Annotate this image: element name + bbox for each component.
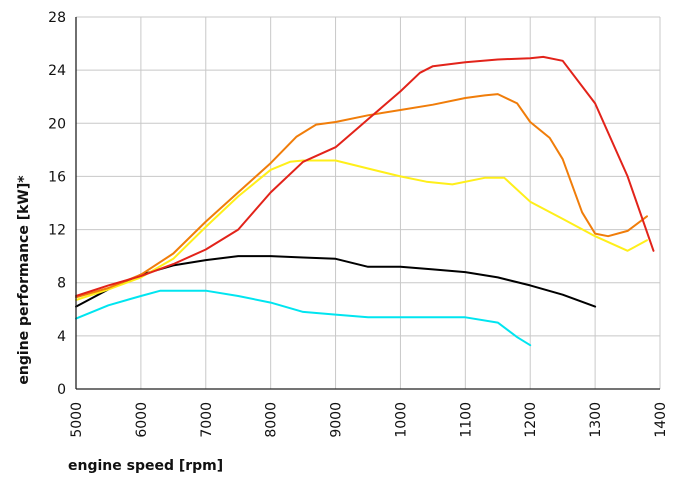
y-tick-label: 12 (48, 223, 66, 239)
y-tick-label: 8 (57, 276, 66, 292)
y-tick-label: 20 (48, 116, 66, 132)
y-tick-label: 16 (48, 169, 66, 185)
x-tick-label: 6000 (134, 402, 150, 438)
x-tick-label: 8000 (264, 402, 280, 438)
axes (75, 17, 660, 390)
x-tick-label: 1100 (458, 402, 474, 438)
x-tick-label: 9000 (329, 402, 345, 438)
y-tick-label: 0 (57, 382, 66, 398)
x-axis-title: engine speed [rpm] (68, 458, 223, 474)
y-axis-title: engine performance [kW]* (16, 175, 32, 385)
y-tick-label: 28 (48, 10, 66, 26)
series-line-1 (75, 289, 532, 347)
x-tick-label: 1300 (588, 402, 604, 438)
series-line-3 (75, 159, 648, 301)
x-tick-label: 1400 (653, 402, 669, 438)
x-tick-label: 1200 (523, 402, 539, 438)
y-tick-label: 24 (48, 63, 66, 79)
x-tick-label: 5000 (69, 402, 85, 438)
series-line-4 (75, 93, 648, 299)
tick-labels: 5000 6000 7000 8000 9000 1000 1100 1200 1300 1400… (48, 10, 669, 438)
y-tick-label: 4 (57, 329, 66, 345)
series-line-5 (75, 55, 655, 297)
series-lines (75, 55, 655, 347)
x-tick-label: 1000 (393, 402, 409, 438)
x-tick-label: 7000 (199, 402, 215, 438)
